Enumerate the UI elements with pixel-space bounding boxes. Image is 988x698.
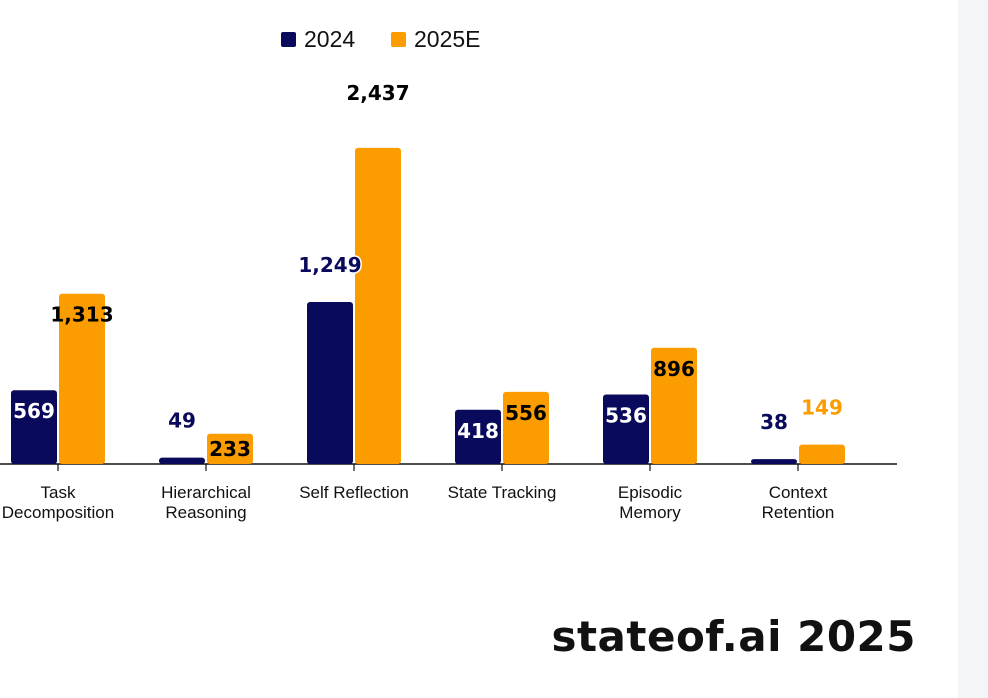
bar-2024: [11, 390, 57, 464]
value-label-2025e: 233: [209, 437, 251, 461]
side-panel: [958, 0, 988, 698]
category-label: Decomposition: [2, 503, 114, 522]
legend-2025e: 2025E: [414, 26, 481, 52]
legend-2024: 2024: [304, 26, 355, 52]
category-label: Task: [41, 483, 76, 502]
bar-2024: [455, 409, 501, 464]
brand-watermark: stateof.ai 2025: [551, 612, 916, 661]
value-label-2025e: 2,437: [346, 81, 409, 105]
value-label-2025e: 556: [505, 401, 547, 425]
category-label: Episodic: [618, 483, 683, 502]
category-label: Reasoning: [165, 503, 246, 522]
value-label-2024: 49: [168, 409, 196, 433]
category-label: Retention: [762, 503, 835, 522]
category-label: Self Reflection: [299, 483, 409, 502]
value-label-2024: 1,249: [298, 253, 361, 277]
value-label-2024: 569: [13, 399, 55, 423]
category-label: Context: [769, 483, 828, 502]
bar-2025e: [651, 347, 697, 464]
value-label-2025e: 1,313: [50, 303, 113, 327]
category-label: Hierarchical: [161, 483, 251, 502]
legend-swatch: [391, 32, 406, 47]
bar-2025e: [355, 147, 401, 465]
bar-2024: [307, 302, 353, 464]
bar-2024: [603, 394, 649, 464]
bar-2025e: [503, 391, 549, 464]
value-label-2024: 536: [605, 403, 647, 427]
category-label: Memory: [619, 503, 681, 522]
value-label-2024: 418: [457, 419, 499, 443]
legend-swatch: [281, 32, 296, 47]
bar-2025e: [207, 433, 253, 464]
bar-2025e: [59, 293, 105, 464]
value-label-2025e: 896: [653, 357, 695, 381]
bar-2024: [159, 457, 205, 464]
value-label-2025e: 149: [801, 396, 843, 420]
bar-2024: [751, 459, 797, 464]
bar-2025e: [799, 444, 845, 464]
category-label: State Tracking: [448, 483, 557, 502]
value-label-2024: 38: [760, 410, 788, 434]
